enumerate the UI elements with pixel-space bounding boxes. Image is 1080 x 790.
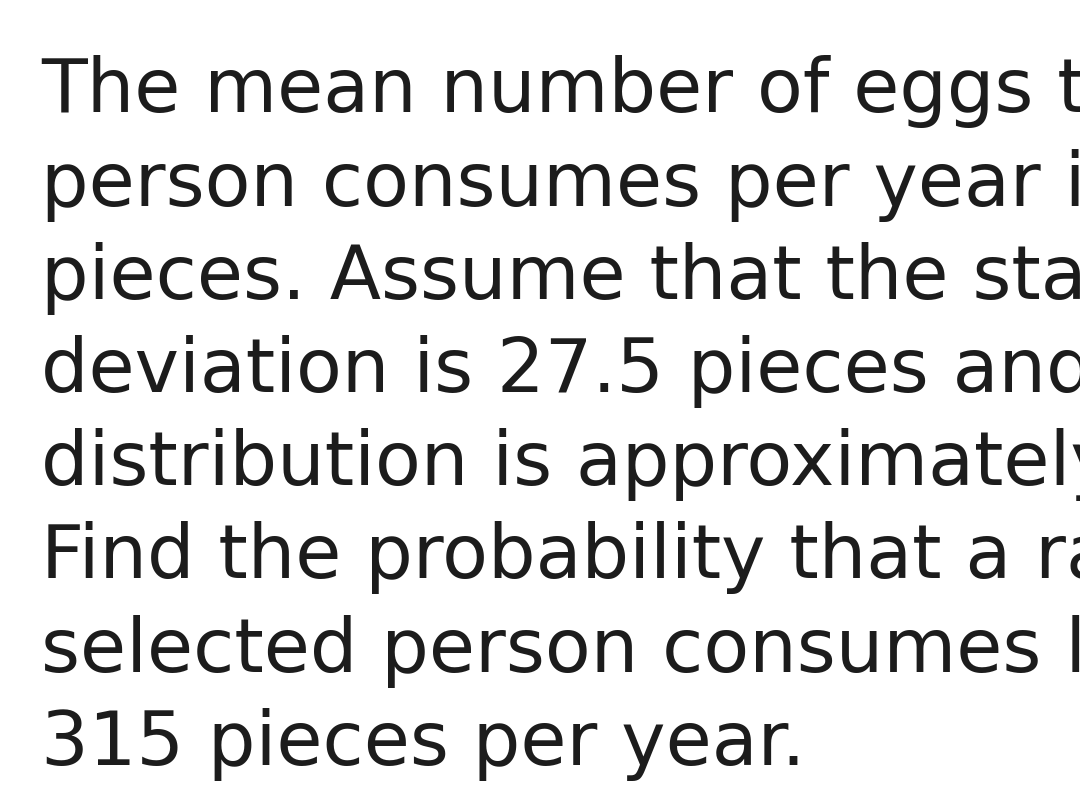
Text: The mean number of eggs that a: The mean number of eggs that a [41, 55, 1080, 128]
Text: 315 pieces per year.: 315 pieces per year. [41, 708, 806, 781]
Text: selected person consumes less than: selected person consumes less than [41, 615, 1080, 687]
Text: person consumes per year is 293.6: person consumes per year is 293.6 [41, 149, 1080, 221]
Text: distribution is approximately normal.: distribution is approximately normal. [41, 428, 1080, 501]
Text: deviation is 27.5 pieces and the: deviation is 27.5 pieces and the [41, 335, 1080, 408]
Text: pieces. Assume that the standard: pieces. Assume that the standard [41, 242, 1080, 314]
Text: Find the probability that a randomly: Find the probability that a randomly [41, 521, 1080, 594]
